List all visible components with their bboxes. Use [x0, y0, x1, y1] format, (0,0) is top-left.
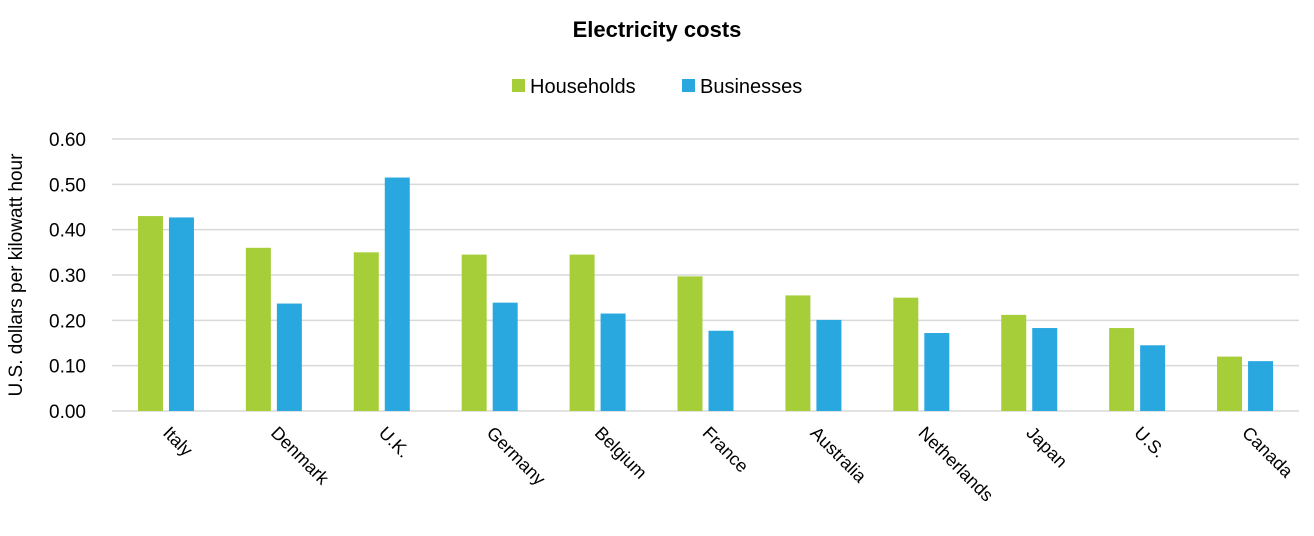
legend: Households Businesses: [512, 76, 802, 98]
legend-swatch-businesses: [682, 79, 695, 92]
x-category-label: Italy: [159, 423, 196, 460]
bar-businesses-us: [1140, 345, 1166, 411]
y-tick-label: 0.00: [49, 402, 86, 423]
y-tick-label: 0.60: [49, 130, 86, 151]
y-tick-label: 0.50: [49, 175, 86, 196]
bar-households-netherlands: [893, 297, 919, 411]
gridlines: [112, 138, 1299, 412]
bar-households-belgium: [569, 254, 595, 411]
bar-households-canada: [1217, 356, 1243, 411]
bar-households-uk: [353, 252, 379, 411]
bar-households-germany: [461, 254, 487, 411]
chart-title: Electricity costs: [573, 17, 742, 42]
bar-businesses-belgium: [600, 313, 626, 411]
bars: [137, 177, 1274, 411]
bar-households-italy: [137, 216, 163, 411]
y-tick-label: 0.10: [49, 357, 86, 378]
bar-households-us: [1109, 328, 1135, 411]
bar-businesses-netherlands: [924, 333, 950, 411]
x-category-label: Belgium: [591, 423, 651, 483]
x-category-label: U.S.: [1130, 423, 1169, 462]
legend-label-households: Households: [530, 76, 636, 98]
x-axis-categories: Italy Denmark U.K. Germany Belgium France Aust…: [159, 423, 1298, 506]
legend-swatch-households: [512, 79, 525, 92]
x-category-label: Germany: [483, 423, 549, 489]
x-category-label: Netherlands: [914, 423, 997, 506]
bar-businesses-australia: [816, 319, 842, 411]
bar-businesses-canada: [1248, 361, 1274, 411]
bar-businesses-france: [708, 330, 734, 411]
bar-businesses-japan: [1032, 328, 1058, 411]
y-axis-ticks: 0.00 0.10 0.20 0.30 0.40 0.50 0.60: [49, 130, 86, 423]
y-tick-label: 0.20: [49, 311, 86, 332]
y-tick-label: 0.30: [49, 266, 86, 287]
y-axis-label: U.S. dollars per kilowatt hour: [6, 153, 27, 397]
x-category-label: U.K.: [375, 423, 414, 462]
legend-label-businesses: Businesses: [700, 76, 802, 98]
x-category-label: Canada: [1238, 423, 1297, 482]
bar-businesses-denmark: [276, 303, 302, 411]
x-category-label: Australia: [807, 423, 871, 487]
bar-households-denmark: [245, 247, 271, 411]
bar-households-france: [677, 276, 703, 411]
x-category-label: France: [699, 423, 753, 477]
bar-businesses-germany: [492, 302, 518, 411]
bar-households-australia: [785, 295, 811, 411]
bar-households-japan: [1001, 314, 1027, 411]
bar-businesses-italy: [168, 217, 194, 411]
bar-businesses-uk: [384, 177, 410, 411]
x-category-label: Denmark: [267, 423, 333, 489]
x-category-label: Japan: [1022, 423, 1071, 472]
y-tick-label: 0.40: [49, 221, 86, 242]
